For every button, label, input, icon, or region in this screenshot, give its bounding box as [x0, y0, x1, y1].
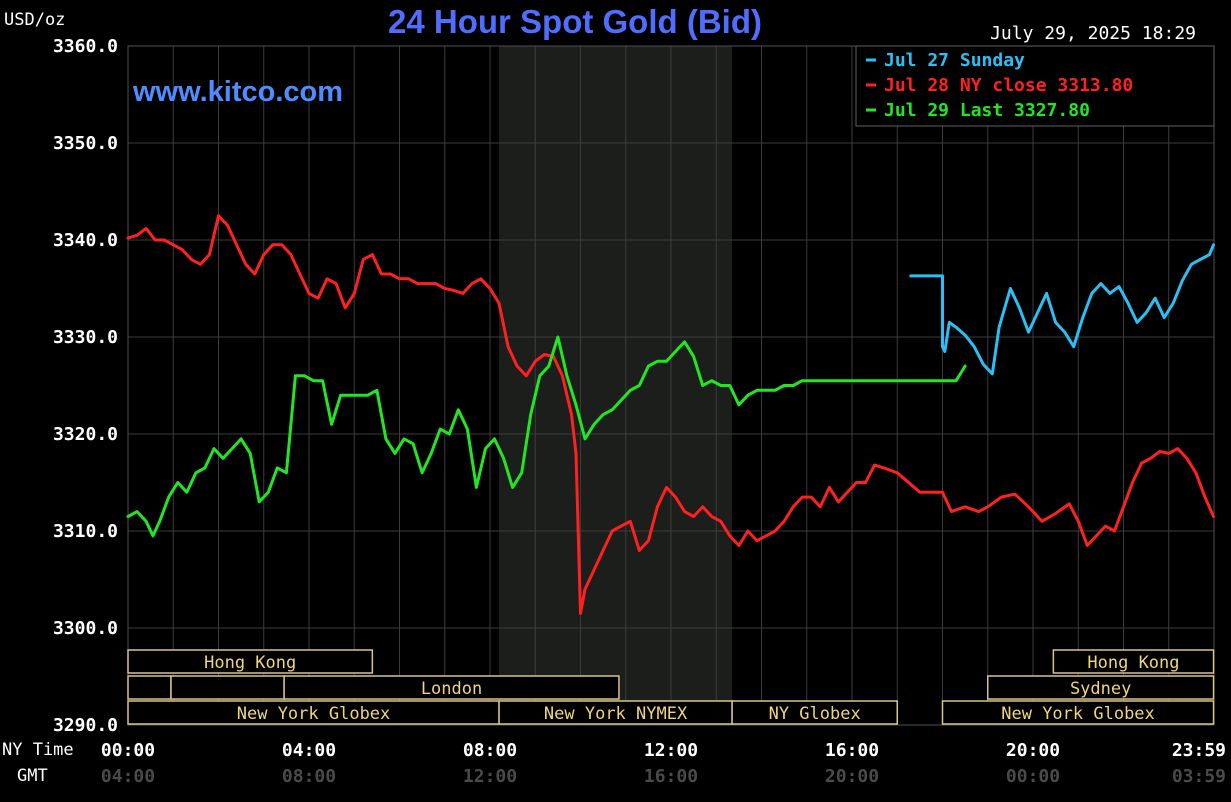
y-tick-label: 3310.0 [53, 521, 118, 542]
x-tick-label-ny: 23:59 [1172, 740, 1226, 761]
market-sessions: Hong Kong Hong Kong London Sydney New York G… [127, 649, 1215, 725]
y-tick-label: 3360.0 [53, 36, 118, 57]
website-link[interactable]: www.kitco.com [132, 76, 343, 108]
x-tick-label-ny: 00:00 [101, 740, 155, 761]
chart-title: 24 Hour Spot Gold (Bid) [388, 3, 762, 40]
shaded-region [499, 46, 733, 725]
y-tick-label: 3320.0 [53, 424, 118, 445]
legend-box: Jul 27 Sunday Jul 28 NY close 3313.80 Ju… [855, 45, 1215, 127]
session-box [731, 700, 899, 725]
session-box [127, 675, 172, 700]
x-tick-label-gmt: 12:00 [463, 766, 517, 787]
x-tick-label-gmt: 04:00 [101, 766, 155, 787]
session-box [941, 700, 1215, 725]
gmt-row-label: GMT [17, 766, 48, 786]
unit-label: USD/oz [4, 10, 65, 30]
x-tick-label-ny: 12:00 [644, 740, 698, 761]
session-label: Hong Kong [204, 653, 296, 673]
price-series [126, 214, 1215, 615]
x-tick-label-gmt: 20:00 [825, 766, 879, 787]
x-tick-label-gmt: 16:00 [644, 766, 698, 787]
x-tick-label-ny: 16:00 [825, 740, 879, 761]
session-label: Hong Kong [1087, 653, 1179, 673]
legend-entry-last: Jul 29 Last 3327.80 [884, 100, 1090, 121]
x-tick-label-ny: 08:00 [463, 740, 517, 761]
session-box [283, 675, 620, 700]
session-box [987, 675, 1215, 700]
session-label: NY Globex [769, 704, 861, 724]
x-tick-label-ny: 04:00 [282, 740, 336, 761]
session-box [1052, 649, 1215, 674]
series-line-2 [126, 335, 967, 538]
session-label: London [421, 679, 482, 699]
x-tick-label-ny: 20:00 [1006, 740, 1060, 761]
session-label: Sydney [1070, 679, 1131, 699]
y-tick-label: 3290.0 [53, 715, 118, 736]
plot-border [127, 45, 1215, 726]
x-tick-label-gmt: 00:00 [1006, 766, 1060, 787]
session-box [127, 649, 374, 674]
y-tick-label: 3330.0 [53, 327, 118, 348]
y-tick-label: 3350.0 [53, 133, 118, 154]
series-line-1 [126, 214, 1215, 615]
x-tick-labels: 00:00 04:00 08:00 12:00 16:00 20:00 23:59 04:00… [101, 740, 1226, 787]
session-label: New York NYMEX [544, 704, 688, 724]
y-tick-labels: 3360.0 3350.0 3340.0 3330.0 3320.0 3310.0 3300… [53, 36, 118, 736]
legend-entry-ny-close: Jul 28 NY close 3313.80 [884, 75, 1133, 96]
session-box [170, 675, 285, 700]
session-label: New York Globex [1001, 704, 1155, 724]
y-tick-label: 3340.0 [53, 230, 118, 251]
series-line-0 [909, 243, 1215, 376]
y-tick-label: 3300.0 [53, 618, 118, 639]
legend-entry-sunday: Jul 27 Sunday [884, 50, 1025, 71]
x-tick-label-gmt: 08:00 [282, 766, 336, 787]
ny-time-row-label: NY Time [2, 740, 74, 760]
session-label: New York Globex [237, 704, 391, 724]
x-tick-label-gmt: 03:59 [1172, 766, 1226, 787]
timestamp: July 29, 2025 18:29 [990, 23, 1196, 44]
nymex-shaded-region [499, 46, 733, 725]
